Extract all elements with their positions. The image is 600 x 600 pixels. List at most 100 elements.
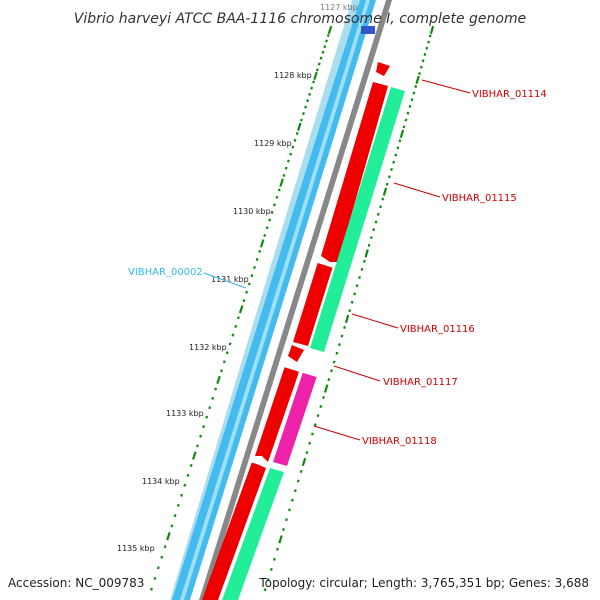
tick-mark [394,153,398,157]
accession-text: Accession: NC_009783 [8,576,144,590]
tick-mark [332,360,336,364]
tick-mark [392,160,396,164]
ruler-label: 1131 kbp [211,275,249,284]
tick-mark [266,578,270,582]
tick-mark [311,432,314,436]
ruler-labels: 1127 kbp 1128 kbp 1129 kbp 1130 kbp 1131… [117,3,358,553]
tick-mark [412,91,416,95]
tick-mark [290,498,294,502]
tick-mark [350,300,354,304]
tick-mark [330,369,333,373]
tick-mark [313,71,318,81]
tick-mark [421,59,425,63]
tick-mark [348,309,352,313]
tick-mark [234,324,238,328]
tick-mark [276,547,279,551]
ruler-label: 1128 kbp [274,71,312,80]
tick-mark [308,441,312,445]
tick-mark [282,527,285,532]
rrna-feature [310,87,405,352]
tick-mark [427,40,430,44]
tick-mark [300,118,303,122]
tick-mark [238,305,244,314]
ruler-label: 1130 kbp [233,207,271,216]
cds-feature [202,462,266,600]
gene-labels: VIBHAR_01114 VIBHAR_01115 VIBHAR_01116 V… [128,89,547,447]
tick-mark [293,138,297,142]
gene-label-vibhar-01115[interactable]: VIBHAR_01115 [442,193,517,204]
feature-track-green [222,87,405,600]
backbone-gray-line [199,0,392,600]
tick-mark [358,275,361,280]
tick-mark [286,159,290,163]
tick-mark [306,99,310,103]
tick-mark [326,33,330,38]
tick-mark [362,259,366,263]
tick-mark [225,351,229,355]
tick-mark [323,384,329,393]
tick-mark [304,105,308,109]
tick-mark [273,203,276,207]
tick-mark [360,267,364,271]
tick-mark [399,129,405,139]
tick-mark [387,175,391,179]
tick-mark [414,84,418,89]
tick-mark [295,131,299,136]
tick-mark [288,508,291,512]
tick-mark [398,139,402,143]
gene-label-vibhar-01118[interactable]: VIBHAR_01118 [362,436,437,447]
tick-mark [418,72,421,75]
tick-mark [173,514,177,518]
tick-mark [423,52,427,57]
tick-mark [297,122,302,131]
backbone-top-marker [361,26,375,34]
tick-mark [327,25,333,35]
tick-mark [196,444,199,448]
tick-mark [415,75,420,85]
tick-mark [323,45,327,49]
tick-mark [404,118,408,122]
cds-feature [376,62,390,76]
cds-feature [288,345,304,362]
gene-label-vibhar-00002[interactable]: VIBHAR_00002 [128,267,203,278]
tick-mark [186,473,190,477]
ruler-label: 1127 kbp [320,3,358,12]
tick-mark [278,535,283,544]
gene-label-vibhar-01116[interactable]: VIBHAR_01116 [400,324,475,335]
tick-mark [153,576,157,580]
tick-mark [367,243,371,247]
tick-mark [263,588,267,592]
outer-tick-track [263,25,435,592]
tick-mark [338,343,341,347]
cds-feature [321,82,388,262]
tick-mark [313,423,317,427]
tick-mark [259,239,265,248]
topology-text: Topology: circular; Length: 3,765,351 bp… [258,576,589,590]
tick-mark [258,249,262,253]
tick-mark [355,284,359,288]
tick-mark [335,351,339,355]
tick-mark [310,86,314,90]
gene-label-vibhar-01117[interactable]: VIBHAR_01117 [383,377,458,388]
tick-mark [282,173,286,177]
tick-mark [390,167,393,172]
tick-mark [319,56,323,60]
tick-mark [302,112,305,116]
tick-mark [316,414,320,418]
tick-mark [381,197,385,201]
tick-mark [228,342,232,346]
tick-mark [296,479,300,483]
tick-mark [301,457,307,467]
tick-mark [428,34,432,38]
gene-label-vibhar-01114[interactable]: VIBHAR_01114 [472,89,547,100]
tick-mark [189,463,193,467]
tick-mark [385,182,389,186]
tick-mark [340,334,344,338]
ruler-label: 1132 kbp [189,343,227,352]
tick-mark [275,195,279,199]
cds-feature [293,262,333,346]
tick-mark [183,483,187,487]
tick-mark [317,62,321,66]
tick-mark [410,98,414,102]
